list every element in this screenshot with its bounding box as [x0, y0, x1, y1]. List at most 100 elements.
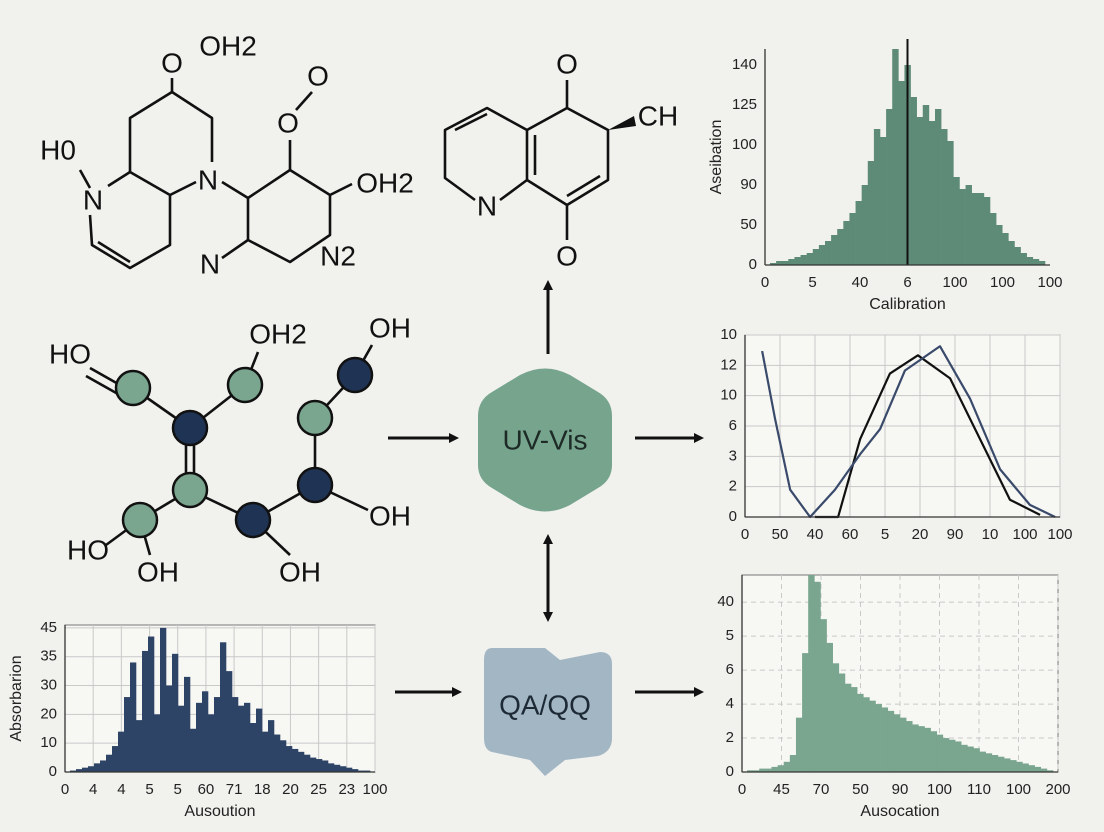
bar: [1040, 768, 1048, 772]
bar: [310, 757, 317, 772]
bar: [1008, 241, 1015, 265]
atom-label: HO: [67, 534, 109, 565]
bar: [886, 109, 893, 265]
bar: [1046, 770, 1054, 772]
bar: [800, 255, 807, 265]
y-tick-label: 140: [732, 56, 757, 73]
bar: [893, 714, 901, 772]
bar: [967, 746, 974, 772]
bar: [985, 753, 993, 772]
bar: [936, 734, 944, 772]
x-tick-label: 10: [982, 526, 999, 543]
node-label: QA/QQ: [499, 689, 591, 720]
atom-label: N: [200, 248, 220, 279]
bar: [941, 129, 948, 265]
atom-node: [226, 366, 264, 404]
bar: [898, 81, 905, 265]
bond: [221, 238, 249, 260]
atom-node: [114, 369, 152, 407]
bar: [70, 770, 77, 772]
y-tick-label: 90: [740, 176, 757, 193]
bar: [304, 754, 311, 772]
bar: [256, 708, 263, 772]
bar: [906, 721, 913, 772]
x-tick-label: 60: [198, 781, 215, 798]
bar: [843, 221, 850, 265]
y-tick-label: 12: [720, 356, 737, 373]
y-tick-label: 35: [40, 648, 57, 665]
bar: [812, 249, 820, 265]
bar: [184, 676, 191, 772]
bar: [232, 697, 239, 772]
bar: [130, 662, 137, 772]
atom-label: N: [83, 184, 103, 215]
x-tick-label: 100: [927, 781, 952, 798]
y-tick-label: 4: [726, 695, 734, 712]
bar: [979, 751, 986, 772]
bar: [991, 755, 999, 772]
bar: [346, 767, 353, 772]
bond: [329, 182, 353, 197]
bar: [1016, 761, 1023, 772]
y-tick-label: 0: [49, 763, 57, 780]
bar: [983, 197, 991, 265]
atom-label: OH2: [199, 30, 257, 61]
x-axis-label: Ausoution: [184, 803, 255, 820]
bar: [250, 723, 257, 772]
atom-label: N: [198, 164, 218, 195]
chart-0: 0 50 90 100 125 140 0 5 40 6 100 100 100 Calibration A…: [708, 39, 1063, 313]
bar: [777, 765, 785, 772]
bar: [747, 770, 754, 772]
bar: [825, 241, 832, 265]
y-tick-label: 6: [729, 417, 737, 434]
bar: [82, 767, 89, 772]
x-tick-label: 0: [738, 781, 746, 798]
bar: [358, 770, 365, 772]
bar: [892, 49, 899, 265]
x-tick-label: 70: [813, 781, 830, 798]
bar: [912, 724, 919, 772]
x-tick-label: 18: [254, 781, 271, 798]
bond: [454, 112, 488, 132]
bar: [837, 229, 844, 265]
bar: [814, 581, 821, 772]
bar: [826, 642, 833, 772]
y-tick-label: 125: [732, 96, 757, 113]
bar: [818, 245, 826, 265]
line-series: [815, 354, 1041, 519]
bar: [340, 766, 347, 772]
bar: [148, 636, 155, 772]
bond: [221, 168, 332, 264]
bar: [851, 687, 858, 772]
x-tick-label: 6: [903, 274, 911, 291]
atom-node: [171, 471, 209, 509]
molecule-3: HO OH2 OH OH HO OH OH: [49, 312, 411, 587]
y-tick-label: 30: [40, 676, 57, 693]
x-tick-label: 100: [1012, 526, 1037, 543]
bar: [166, 685, 173, 772]
atom-label: CH: [638, 100, 678, 131]
y-tick-label: 20: [40, 705, 57, 722]
atom-node: [121, 501, 159, 539]
y-axis-label: Absorbarion: [8, 655, 25, 741]
bar: [808, 575, 815, 772]
x-tick-label: 0: [761, 274, 769, 291]
bar: [154, 714, 161, 772]
bar: [783, 761, 791, 772]
bond: [97, 240, 131, 264]
bar: [887, 710, 895, 772]
x-tick-label: 4: [117, 781, 125, 798]
bar: [959, 189, 966, 265]
bar: [900, 717, 907, 772]
bar: [873, 129, 881, 265]
atom-label: O: [277, 107, 299, 138]
x-tick-label: 5: [881, 526, 889, 543]
bar: [226, 671, 233, 772]
bond: [169, 180, 197, 197]
wedge-bond: [608, 116, 636, 130]
x-tick-label: 100: [1047, 526, 1072, 543]
y-tick-label: 6: [726, 661, 734, 678]
bar: [928, 121, 936, 265]
y-tick-label: 5: [726, 627, 734, 644]
